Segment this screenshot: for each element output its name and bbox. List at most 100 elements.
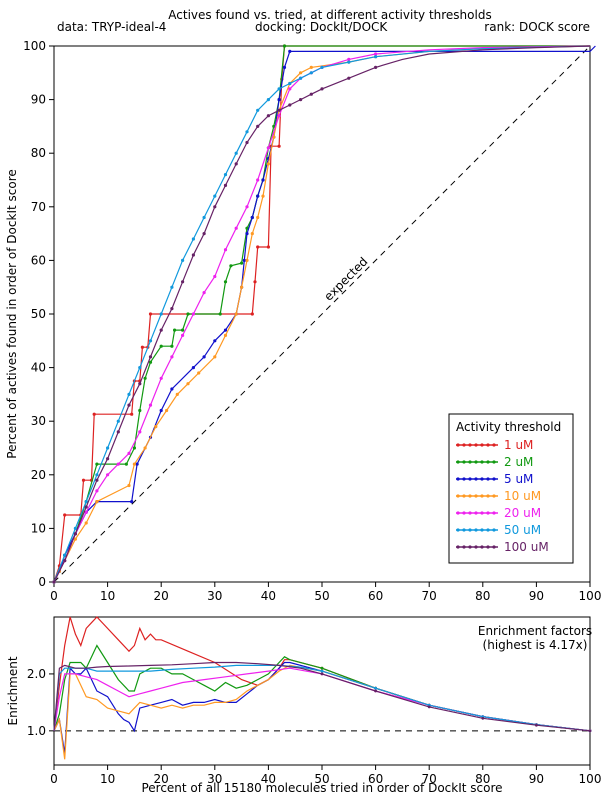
main-x-tick-label: 20 [154,589,169,603]
series-point-2-um [95,462,99,466]
series-point-10-um [127,483,131,488]
series-point-1-um [250,312,254,316]
enrichment-x-tick-label: 0 [50,772,58,786]
series-point-100-um [116,430,120,434]
expected-label: expected [321,254,370,303]
legend-swatch-marker [486,460,490,464]
enrichment-y-axis-label: Enrichment [6,656,20,725]
series-point-5-um [256,194,260,198]
series-point-50-um [159,312,163,316]
series-point-100-um [277,108,281,112]
legend-swatch-marker [492,528,496,532]
series-point-50-um [148,339,153,343]
series-point-50-um [191,237,195,241]
series-point-10-um [245,258,249,262]
series-point-100-um [234,162,238,166]
series-point-2-um [124,462,128,466]
series-point-100-um [181,280,185,284]
docking-label: docking: DockIt/DOCK [255,20,388,34]
enrichment-point-100-um [320,672,324,676]
main-y-axis-label: Percent of actives found in order of Doc… [5,169,19,458]
series-point-100-um [73,532,77,536]
main-x-tick-label: 40 [261,589,276,603]
series-point-20-um [106,473,110,477]
main-y-tick-label: 20 [31,468,46,482]
main-y-tick-label: 90 [31,93,46,107]
enrichment-y-tick-label: 2.0 [27,667,46,681]
legend-swatch-marker [492,460,496,464]
series-point-2-um [223,280,228,284]
legend-label-100-um: 100 uM [504,540,549,554]
series-point-20-um [95,489,99,493]
series-point-10-um [250,232,254,236]
series-point-10-um [186,382,190,386]
series-point-2-um [282,44,287,48]
enrichment-tick-group: 0 10 20 30 40 50 60 70 80 90 100 1.0 2.0 [27,667,602,786]
legend-swatch-marker [468,477,472,481]
enrichment-annotation-line-1: Enrichment factors [478,624,592,638]
legend-swatch-marker [492,511,496,515]
legend-swatch-marker [468,511,472,515]
legend-swatch-marker [468,460,472,464]
series-point-5-um [277,98,281,102]
series-point-50-um [127,392,131,396]
series-point-20-um [202,291,206,295]
legend-swatch-marker [486,528,490,532]
series-point-10-um [213,355,217,359]
legend-swatch-marker [468,528,472,532]
main-x-tick-label: 90 [529,589,544,603]
series-point-20-um [234,226,238,230]
series-point-20-um [288,87,292,91]
series-point-50-um [84,500,88,504]
series-point-10-um [175,392,179,396]
legend-swatch-marker [456,494,460,498]
series-point-100-um [63,559,67,563]
series-line-1-um [53,45,590,583]
legend-label-1-um: 1 uM [504,438,533,452]
series-point-10-um [143,446,147,450]
main-x-tick-label: 70 [422,589,437,603]
main-y-tick-label: 30 [31,414,46,428]
enrichment-x-tick-label: 100 [579,772,602,786]
series-point-20-um [347,57,351,62]
series-point-100-um [320,87,324,91]
series-point-100-um [138,382,142,386]
main-x-tick-label: 10 [100,589,115,603]
legend-item-10-um: 10 uM [456,489,541,503]
series-point-2-um [218,312,222,316]
main-x-tick-label: 60 [368,589,383,603]
series-point-50-um [106,446,110,450]
series-point-20-um [127,451,131,455]
legend-swatch-marker [456,460,460,464]
series-point-5-um [223,328,228,332]
series-point-50-um [116,419,120,423]
series-point-5-um [242,258,246,262]
series-point-1-um [130,412,134,416]
legend-swatch-marker [468,545,472,549]
series-point-20-um [159,376,163,380]
series-point-10-um [154,425,158,429]
series-point-50-um [347,60,351,64]
series-point-50-um [170,285,174,289]
main-x-tick-label: 0 [50,589,58,603]
series-point-2-um [181,328,185,332]
series-point-2-um [138,408,142,413]
legend-swatch-marker [462,477,466,481]
series-point-10-um [95,500,99,504]
legend-title: Activity threshold [456,420,561,434]
series-point-20-um [256,178,260,182]
series-point-100-um [309,92,313,96]
series-point-10-um [234,312,238,316]
legend-swatch-marker [486,511,490,515]
series-point-10-um [240,285,244,289]
series-point-50-um [245,130,249,134]
main-series-group [52,44,596,584]
series-point-20-um [245,205,249,209]
series-point-100-um [213,205,217,209]
enrichment-x-tick-label: 50 [314,772,329,786]
series-point-20-um [213,274,217,279]
main-plot: 0 10 20 30 40 50 60 70 80 90 100 0 10 20 30 40 50 60 70 80 9… [5,39,601,603]
series-point-2-um [229,264,233,268]
expected-diagonal-line [53,45,591,583]
